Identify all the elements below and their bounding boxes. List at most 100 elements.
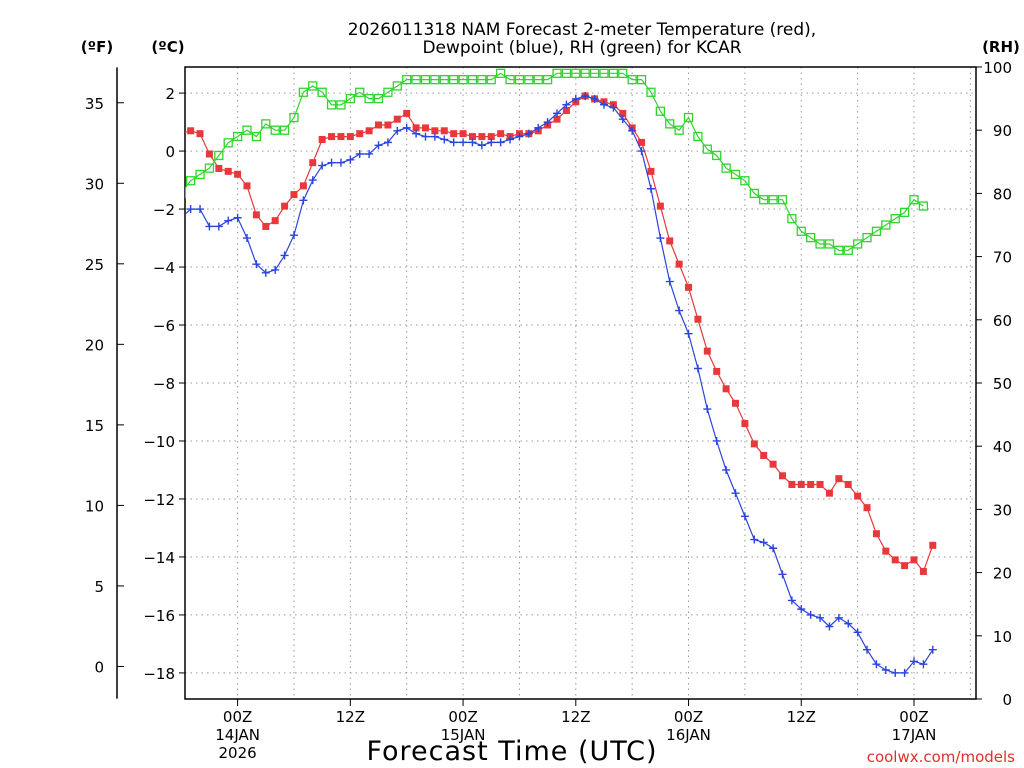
rh-point — [326, 100, 337, 110]
dewpoint-point — [477, 141, 486, 150]
rh-point — [834, 245, 844, 255]
temperature-point — [450, 130, 458, 138]
temperature-point — [497, 130, 505, 138]
dewpoint-point — [346, 155, 355, 164]
temperature-point — [562, 106, 570, 114]
temperature-point — [487, 133, 495, 141]
rh-point — [796, 226, 806, 236]
dewpoint-point — [383, 138, 392, 147]
x-tick-date: 14JAN — [215, 726, 260, 744]
dewpoint-point — [243, 234, 252, 243]
x-tick-date: 16JAN — [666, 726, 711, 744]
dewpoint-point — [872, 660, 881, 669]
temperature-point — [234, 170, 242, 178]
rh-point — [674, 125, 684, 135]
rh-point — [289, 112, 299, 123]
celsius-tick-label: −16 — [143, 607, 175, 625]
dewpoint-point — [562, 100, 571, 109]
rh-point — [355, 87, 365, 97]
rh-point — [571, 68, 581, 78]
temperature-point — [478, 133, 486, 141]
temperature-point — [872, 530, 880, 538]
dewpoint-point — [675, 306, 684, 315]
temperature-point — [816, 480, 824, 488]
temperature-point — [750, 440, 758, 448]
dewpoint-point — [928, 645, 937, 654]
series-rh — [185, 68, 929, 255]
celsius-tick-label: −8 — [153, 375, 175, 393]
dewpoint-point — [759, 538, 768, 547]
dewpoint-point — [571, 94, 580, 103]
rh-tick-label: 80 — [993, 185, 1012, 203]
rh-point — [881, 220, 891, 230]
celsius-tick-label: −18 — [143, 665, 175, 683]
dewpoint-point — [271, 265, 280, 274]
rh-point — [871, 226, 882, 236]
fahrenheit-tick-label: 5 — [94, 578, 104, 596]
temperature-point — [732, 399, 740, 407]
rh-point — [730, 169, 741, 180]
dewpoint-point — [196, 205, 205, 214]
rh-point — [561, 68, 572, 78]
x-tick-year: 2026 — [219, 744, 257, 762]
rh-point — [693, 131, 703, 142]
x-tick-label: 12Z — [336, 708, 365, 726]
dewpoint-point — [750, 535, 759, 544]
dewpoint-point — [684, 329, 693, 338]
dewpoint-point — [844, 619, 853, 628]
dewpoint-point — [834, 613, 843, 622]
dewpoint-point — [722, 465, 731, 474]
fahrenheit-tick-label: 25 — [85, 256, 104, 274]
series-temperature — [185, 92, 937, 575]
rh-point — [373, 93, 384, 104]
rh-point — [430, 74, 440, 85]
rh-tick-label: 50 — [993, 375, 1012, 393]
rh-point — [918, 201, 929, 211]
temperature-point — [760, 451, 768, 459]
dewpoint-point — [299, 196, 308, 205]
rh-point — [449, 74, 459, 85]
dewpoint-point — [581, 91, 590, 100]
rh-point — [806, 232, 816, 243]
temperature-point — [468, 133, 476, 141]
rh-point — [279, 125, 290, 135]
dewpoint-point — [740, 512, 749, 521]
temperature-point — [431, 127, 439, 135]
rh-point — [843, 245, 853, 255]
temperature-point — [666, 237, 674, 245]
temperature-point — [262, 222, 270, 230]
rh-point — [759, 195, 769, 205]
temperature-point — [281, 202, 289, 210]
temperature-point — [638, 138, 646, 146]
rh-point — [890, 214, 900, 224]
dewpoint-point — [459, 138, 468, 147]
dewpoint-point — [412, 129, 421, 138]
dewpoint-point — [543, 118, 552, 127]
temperature-point — [854, 492, 862, 500]
fahrenheit-tick-label: 15 — [85, 417, 104, 435]
celsius-tick-label: −10 — [143, 433, 175, 451]
temperature-point — [778, 472, 786, 480]
temperature-point — [403, 109, 411, 117]
rh-point — [402, 74, 412, 85]
rh-point — [345, 93, 355, 104]
temperature-point — [647, 167, 655, 175]
temperature-point — [365, 127, 373, 135]
dewpoint-point — [778, 570, 787, 579]
temperature-point — [196, 130, 204, 138]
dewpoint-point — [909, 657, 918, 666]
rh-line — [185, 72, 924, 251]
temperature-point — [891, 556, 899, 564]
rh-point — [467, 74, 478, 85]
rh-point — [627, 74, 637, 85]
dewpoint-point — [825, 622, 834, 631]
dewpoint-point — [327, 158, 336, 167]
dewpoint-point — [609, 103, 618, 112]
dewpoint-point — [421, 132, 430, 141]
rh-point — [815, 239, 825, 249]
temperature-point — [346, 133, 354, 141]
rh-point — [270, 125, 280, 135]
fahrenheit-tick-label: 30 — [85, 175, 104, 193]
temperature-point — [807, 480, 815, 488]
rh-point — [195, 169, 205, 180]
